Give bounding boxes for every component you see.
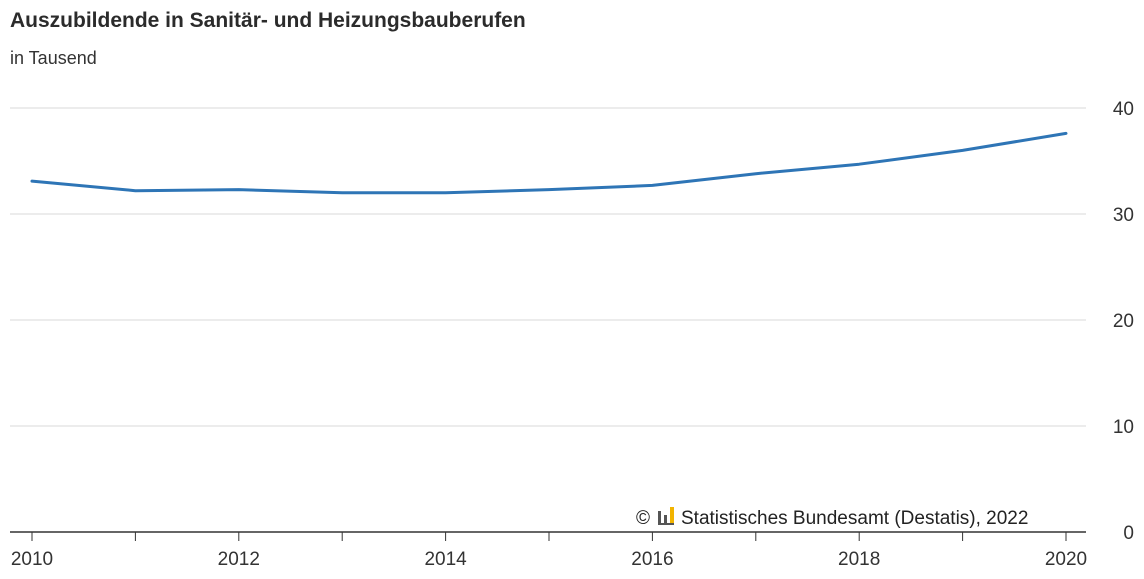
source-text: Statistisches Bundesamt (Destatis), 2022 (681, 508, 1028, 529)
destatis-logo-icon (658, 507, 674, 525)
series-layer (30, 131, 1068, 195)
copyright-icon: © (636, 508, 650, 529)
chart-title: Auszubildende in Sanitär- und Heizungsba… (10, 9, 526, 32)
y-tick-label: 40 (1113, 99, 1134, 120)
x-axis: 2010 2012 2014 2016 2018 2020 (10, 531, 1087, 570)
chart-subtitle: in Tausend (10, 48, 97, 68)
y-tick-label: 0 (1123, 523, 1134, 544)
y-tick-label: 20 (1113, 311, 1134, 332)
x-tick-label: 2018 (838, 549, 880, 570)
x-tick-label: 2020 (1045, 549, 1087, 570)
x-tick-label: 2010 (11, 549, 53, 570)
grid-lines (10, 107, 1086, 427)
y-tick-label: 30 (1113, 205, 1134, 226)
y-axis: 0 10 20 30 40 (1113, 99, 1134, 544)
y-tick-label: 10 (1113, 417, 1134, 438)
x-tick-label: 2016 (631, 549, 673, 570)
x-tick-label: 2012 (218, 549, 260, 570)
x-tick-label: 2014 (424, 549, 467, 570)
source-credit: © Statistisches Bundesamt (Destatis), 20… (636, 507, 1028, 529)
series-line (30, 131, 1068, 195)
